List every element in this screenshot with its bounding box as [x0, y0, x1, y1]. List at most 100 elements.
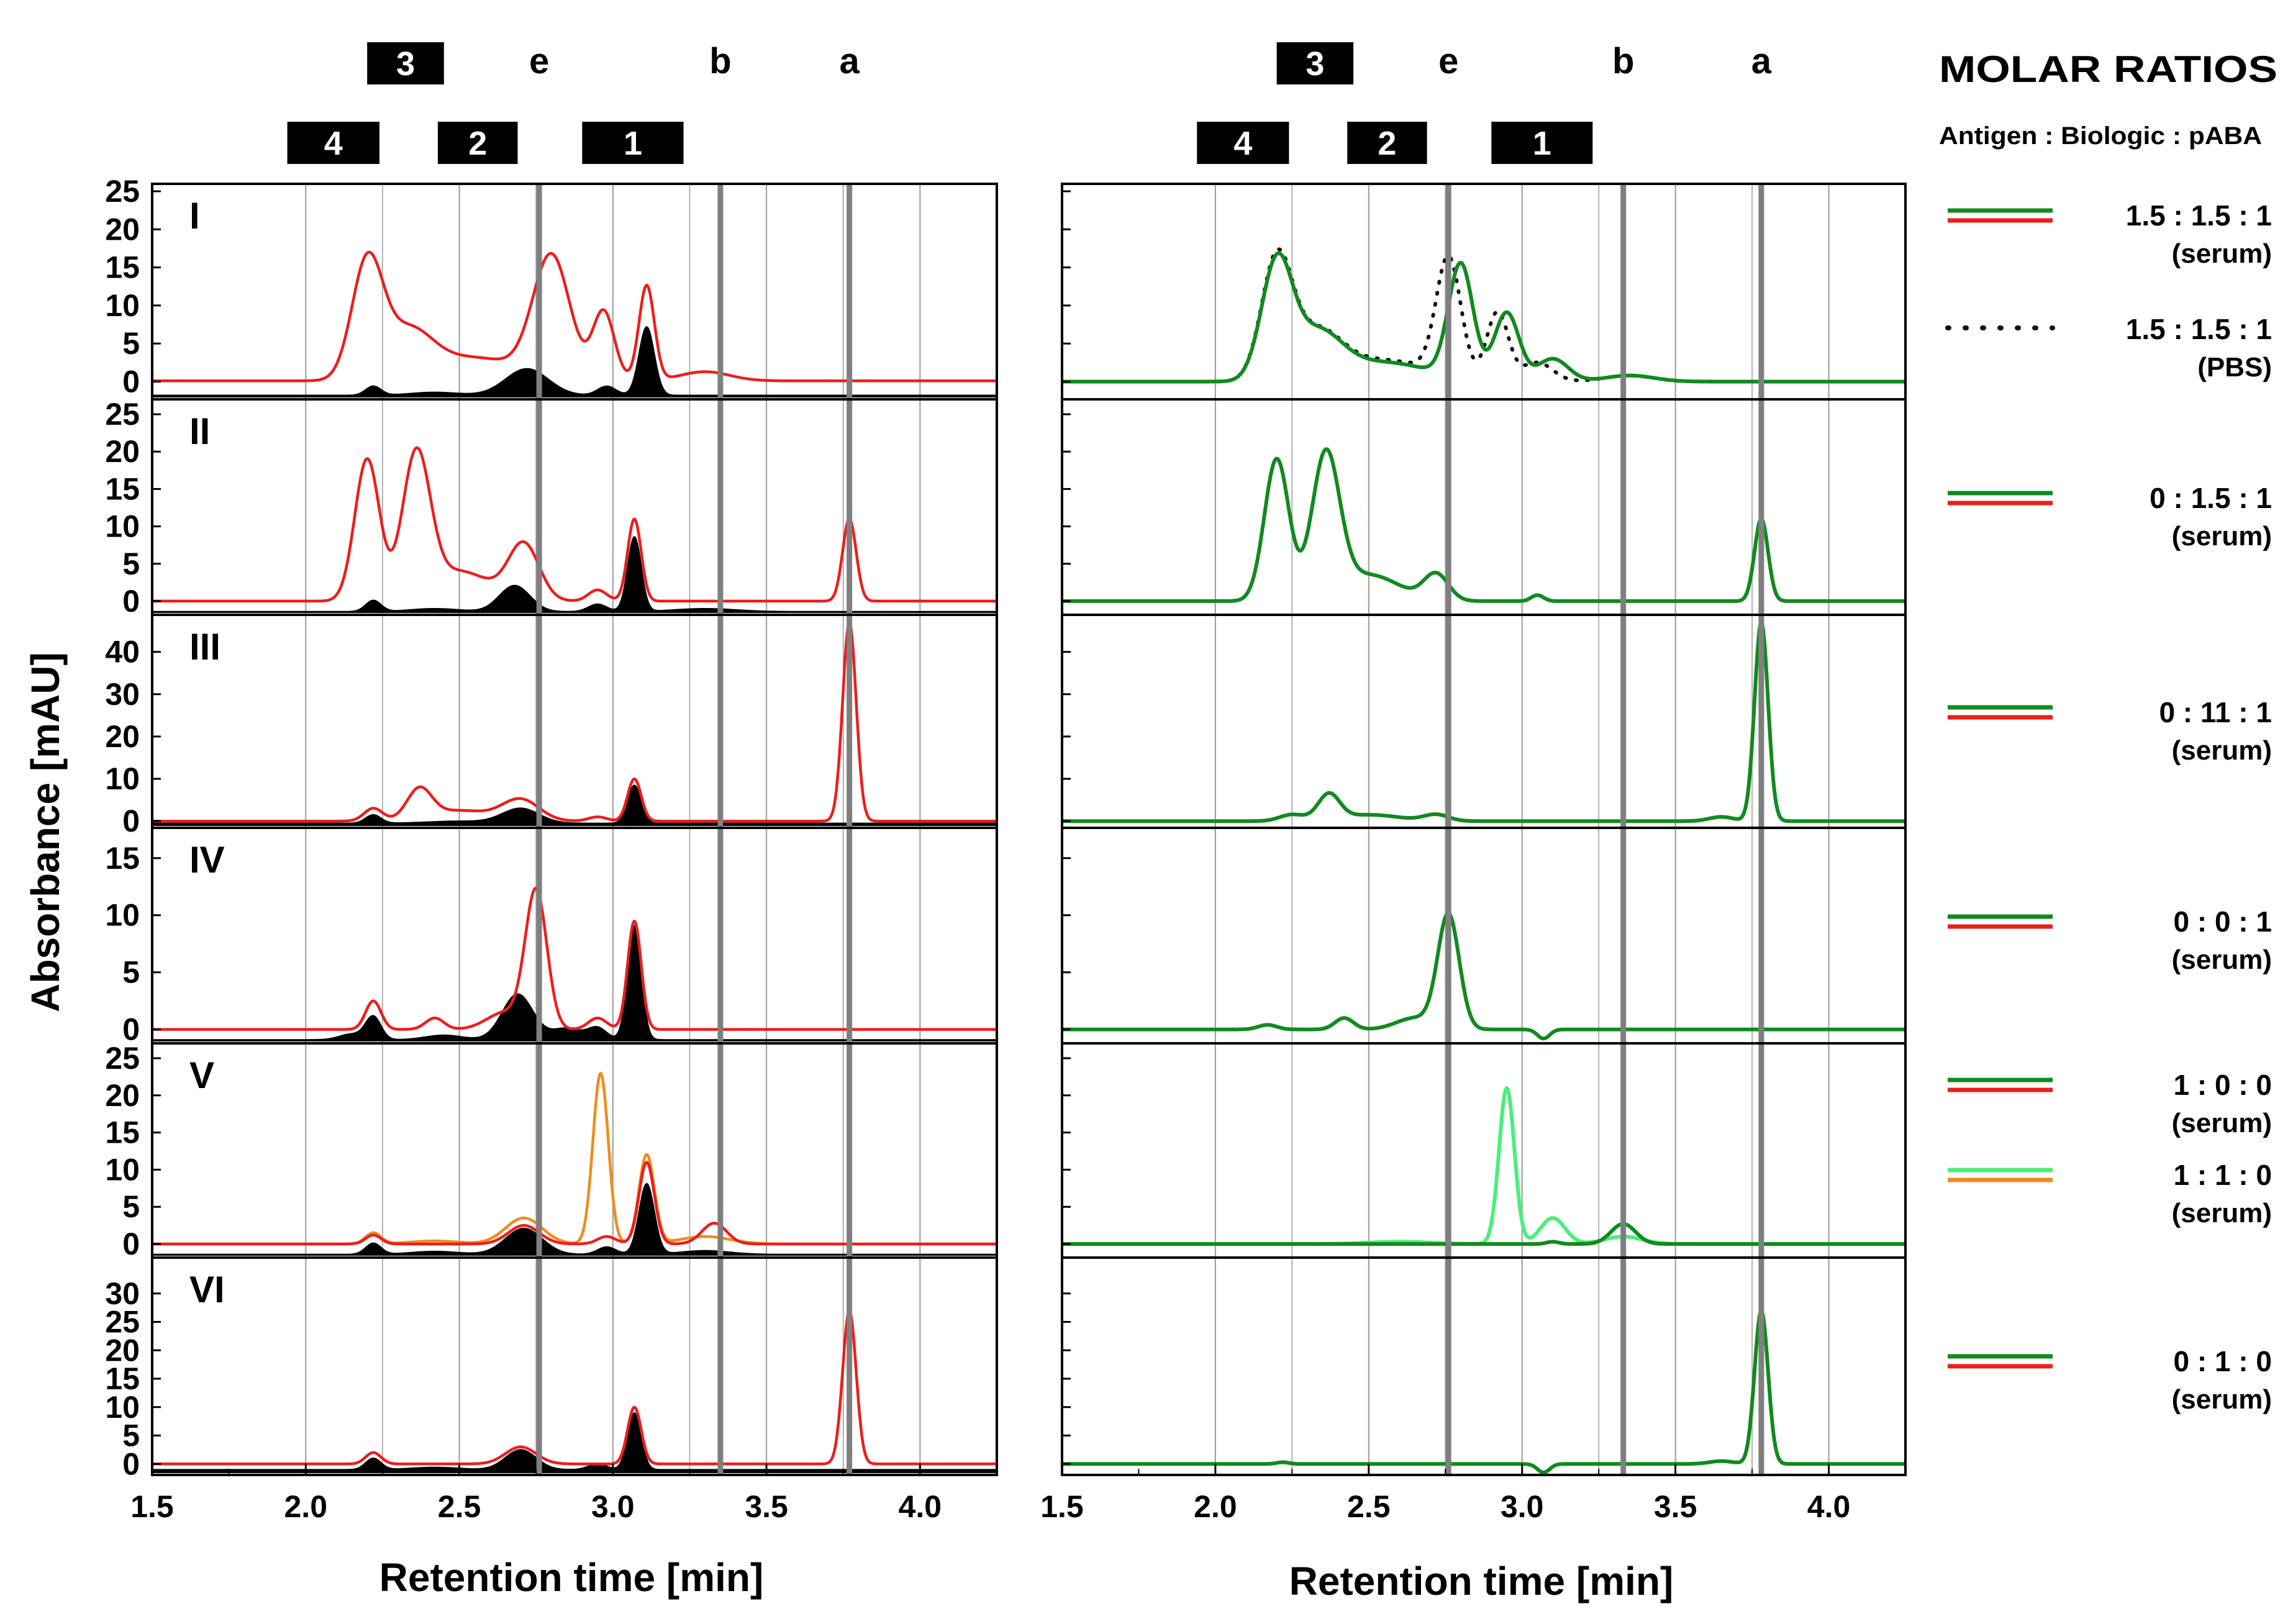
marker-label-e: e: [1438, 41, 1458, 81]
y-tick-label: 25: [105, 174, 140, 209]
series-group: [152, 250, 997, 397]
series-group: [152, 886, 997, 1041]
legend-entry-IV: 0 : 0 : 1 (serum): [1948, 905, 2272, 975]
panel-frame: [151, 1256, 998, 1476]
y-tick-label: 10: [105, 898, 140, 933]
fraction-box-label-4: 4: [324, 125, 343, 162]
fraction-box-label-3: 3: [396, 45, 415, 83]
series-lightgreen-V-right: [1062, 1086, 1905, 1246]
legend: 1.5 : 1.5 : 1 (serum) 1.5 : 1.5 : 1 (PBS) 0 …: [1945, 199, 2272, 1415]
y-tick-label: 0: [122, 364, 140, 399]
x-axis-label-right: Retention time [min]: [1289, 1559, 1674, 1604]
panel-III-right: [1061, 614, 1907, 829]
series-green-V-right: [1062, 1222, 1905, 1246]
panel-frame: [1061, 183, 1907, 401]
y-tick-label: 10: [105, 761, 140, 796]
legend-entry-V: 1 : 0 : 0 (serum) 1 : 1 : 0 (serum): [1948, 1069, 2272, 1228]
fraction-box-3: [1276, 42, 1354, 84]
x-tick-label: 2.0: [284, 1489, 328, 1524]
legend-ratio-sub: (serum): [2172, 945, 2272, 975]
x-axis-right: 1.5 2.0 2.5 3.0 3.5 4.0: [1040, 1464, 1906, 1524]
legend-entry-VI: 0 : 1 : 0 (serum): [1948, 1345, 2272, 1415]
x-axis-label-left: Retention time [min]: [379, 1555, 764, 1600]
x-tick-label: 2.5: [1347, 1489, 1391, 1524]
y-tick-label: 0: [122, 1446, 140, 1481]
panel-frame: [1061, 614, 1907, 829]
legend-ratio-sub: (serum): [2172, 1384, 2272, 1415]
series-group: [152, 1072, 997, 1256]
series-red-IV-left: [152, 886, 997, 1031]
marker-label-a: a: [839, 41, 860, 81]
fraction-box-2: [437, 122, 518, 164]
y-tick-label: 15: [105, 841, 140, 876]
x-axis-left: 1.5 2.0 2.5 3.0 3.5 4.0: [130, 1464, 997, 1524]
series-group: [1062, 620, 1905, 823]
series-green-III-right: [1062, 620, 1905, 823]
legend-ratio-sub: (serum): [2172, 521, 2272, 551]
panel-frame: [151, 183, 998, 401]
y-tick-label: 10: [105, 288, 140, 323]
legend-ratio-sub: (serum): [2172, 1108, 2272, 1138]
panel-frame: [1061, 398, 1907, 616]
panel-frame: [151, 614, 998, 829]
y-tick-label: 15: [105, 1115, 140, 1150]
panel-IV-right: [1061, 827, 1907, 1045]
panel-frame: [151, 398, 998, 616]
fraction-box-1: [582, 122, 684, 164]
y-tick-label: 10: [105, 1390, 140, 1425]
series-filled-II-left: [152, 536, 997, 613]
series-red-I-left: [152, 250, 997, 383]
legend-ratio-sub: (serum): [2172, 735, 2272, 766]
series-filled-III-left: [152, 784, 997, 826]
panel-label-VI: VI: [189, 1269, 225, 1310]
series-red-V-left: [152, 1161, 997, 1246]
legend-ratio: 0 : 1 : 0: [2173, 1345, 2272, 1377]
top-annotations-right: e b a 3 4 2 1: [1197, 41, 1772, 164]
panel-label-II: II: [189, 411, 210, 452]
series-group: [1062, 911, 1905, 1041]
y-tick-label: 20: [105, 719, 140, 754]
marker-label-b: b: [709, 41, 731, 81]
series-green-VI-right: [1062, 1309, 1905, 1474]
panel-label-V: V: [189, 1055, 214, 1096]
series-group: [152, 446, 997, 613]
x-tick-label: 3.5: [1654, 1489, 1697, 1524]
fraction-box-4: [287, 122, 379, 164]
y-axis-label: Absorbance [mAU]: [23, 652, 68, 1012]
legend-entry-II: 0 : 1.5 : 1 (serum): [1948, 482, 2272, 551]
series-filled-IV-left: [152, 925, 997, 1041]
series-red-II-left: [152, 446, 997, 603]
legend-ratio-sub: (serum): [2172, 238, 2272, 269]
y-tick-label: 5: [122, 1418, 140, 1453]
panel-frame: [151, 827, 998, 1045]
fraction-box-label-1: 1: [624, 125, 642, 162]
panel-I-right: [1061, 183, 1907, 401]
y-tick-label: 5: [122, 1189, 140, 1224]
series-orange-V-left: [152, 1072, 997, 1246]
marker-label-a: a: [1751, 41, 1772, 81]
legend-entry-III: 0 : 11 : 1 (serum): [1948, 696, 2272, 766]
series-green-IV-right: [1062, 911, 1905, 1041]
panel-VI-right: [1061, 1256, 1907, 1476]
series-filled-I-left: [152, 326, 997, 397]
fraction-box-3: [367, 42, 444, 84]
legend-ratio: 0 : 1.5 : 1: [2150, 482, 2272, 514]
panel-frame: [151, 1042, 998, 1259]
panel-frame: [1061, 1042, 1907, 1259]
plot-layer: 2520151050I2520151050II403020100III15105…: [105, 41, 1907, 1524]
legend-ratio: 0 : 11 : 1: [2159, 696, 2272, 728]
x-tick-label: 2.5: [438, 1489, 481, 1524]
series-group: [152, 1309, 997, 1473]
panel-IV-left: 15 10 5 0 IV: [105, 827, 998, 1047]
legend-subtitle: Antigen : Biologic : pABA: [1939, 122, 2262, 150]
legend-ratio: 1.5 : 1.5 : 1: [2126, 199, 2272, 232]
panel-II-right: [1061, 398, 1907, 616]
legend-ratio-2-sub: (PBS): [2197, 352, 2272, 383]
series-group: [152, 620, 997, 826]
y-tick-label: 40: [105, 635, 140, 669]
series-red-VI-left: [152, 1309, 997, 1466]
y-tick-label: 20: [105, 434, 140, 469]
